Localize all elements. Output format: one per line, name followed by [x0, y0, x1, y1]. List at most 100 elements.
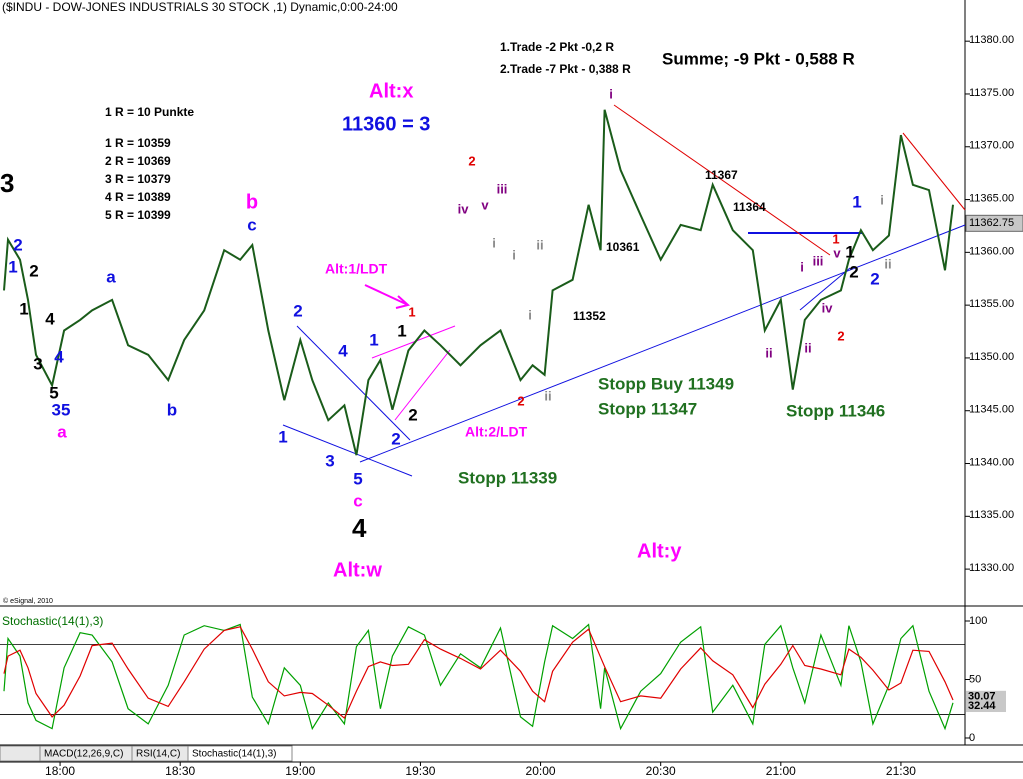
- indicator-label: Stochastic(14(1),3): [2, 614, 103, 628]
- wave-label: iii: [497, 181, 508, 196]
- annotation: 1 R = 10359: [105, 136, 171, 150]
- copyright: © eSignal, 2010: [3, 597, 53, 605]
- tab[interactable]: [187, 745, 293, 762]
- wave-label: v: [833, 245, 841, 260]
- annotation: Stopp 11347: [598, 399, 697, 418]
- annotation: Alt:y: [637, 540, 682, 562]
- wave-label: 1: [408, 304, 415, 319]
- trend-line: [613, 104, 831, 256]
- wave-label: 2: [517, 393, 524, 408]
- tab-bar: MACD(12,26,9,C) RSI(14,C) Stochastic(14(…: [0, 745, 293, 762]
- annotation: Stopp 11339: [458, 468, 557, 487]
- wave-label: b: [246, 191, 258, 213]
- y-tick-label: 11345.00: [969, 404, 1014, 416]
- wave-labels: 2 1 2 1 4 3 4 5 35 a a b b c 2 4 1 3 5 c…: [8, 86, 891, 510]
- wave-label: iv: [822, 300, 834, 315]
- wave-label: 1: [832, 231, 839, 246]
- annotation: 4: [352, 513, 367, 543]
- wave-label: i: [492, 235, 496, 250]
- wave-label: 5: [353, 469, 362, 488]
- y-tick-label: 11330.00: [969, 562, 1014, 574]
- wave-label: 5: [49, 383, 58, 402]
- value-box: [966, 690, 1006, 703]
- y-tick-label: 50: [969, 673, 981, 685]
- tab-label[interactable]: RSI(14,C): [136, 749, 180, 760]
- price-box: [965, 214, 1023, 232]
- wave-label: 1: [845, 242, 854, 261]
- annotation: 11352: [573, 309, 606, 323]
- series-line: [3, 626, 954, 720]
- y-tick-label: 11335.00: [969, 509, 1014, 521]
- y-tick-label: 11375.00: [969, 87, 1014, 99]
- annotation: 2.Trade -7 Pkt - 0,388 R: [500, 62, 631, 76]
- wave-label: 2: [837, 328, 844, 343]
- annotation: Stopp Buy 11349: [598, 374, 734, 393]
- value-box: [966, 700, 1006, 713]
- wave-label: ii: [536, 237, 543, 252]
- wave-label: 2: [391, 429, 400, 448]
- x-tick-label: 19:30: [405, 764, 435, 778]
- wave-label: i: [800, 259, 804, 274]
- wave-label: 2: [870, 269, 879, 288]
- last-price: 11362.75: [969, 217, 1014, 229]
- trend-line: [394, 349, 451, 421]
- annotation: 3 R = 10379: [105, 172, 171, 186]
- trend-line: [799, 267, 851, 311]
- annotation: Stopp 11346: [786, 401, 885, 420]
- tab-label[interactable]: Stochastic(14(1),3): [192, 749, 276, 760]
- wave-label: i: [528, 307, 532, 322]
- wave-label: ii: [884, 256, 891, 271]
- x-tick-label: 21:00: [766, 764, 796, 778]
- y-tick-label: 11350.00: [969, 351, 1014, 363]
- x-tick-label: 18:00: [45, 764, 75, 778]
- wave-label: 2: [13, 235, 22, 254]
- trend-line: [902, 132, 966, 211]
- series-line: [3, 109, 954, 456]
- y-tick-label: 0: [969, 732, 975, 744]
- wave-label: iv: [458, 201, 470, 216]
- last-value: 30.07: [968, 691, 996, 703]
- wave-label: 1: [397, 321, 406, 340]
- wave-label: 3: [325, 451, 334, 470]
- wave-label: a: [106, 267, 116, 286]
- wave-label: 1: [852, 192, 861, 211]
- annotations: 1.Trade -2 Pkt -0,2 R 2.Trade -7 Pkt - 0…: [0, 40, 885, 581]
- x-tick-label: 20:30: [646, 764, 676, 778]
- trend-line: [296, 325, 411, 441]
- wave-label: i: [512, 247, 516, 262]
- wave-label: ii: [765, 345, 772, 360]
- wave-label: c: [353, 491, 362, 510]
- annotation: 10361: [606, 240, 640, 254]
- y-tick-label: 100: [969, 615, 987, 627]
- wave-label: 2: [849, 262, 858, 281]
- series-line: [3, 623, 954, 731]
- wave-label: ii: [544, 388, 551, 403]
- tab-label[interactable]: MACD(12,26,9,C): [44, 749, 123, 760]
- arrow: [364, 284, 411, 309]
- wave-label: 1: [19, 299, 28, 318]
- annotation: Summe; -9 Pkt - 0,588 R: [662, 49, 855, 68]
- x-tick-label: 18:30: [165, 764, 195, 778]
- x-tick-label: 19:00: [285, 764, 315, 778]
- wave-label: iii: [813, 253, 824, 268]
- trend-line: [371, 325, 456, 359]
- y-tick-label: 11370.00: [969, 140, 1014, 152]
- y-tick-label: 11340.00: [969, 456, 1014, 468]
- x-tick-label: 20:00: [526, 764, 556, 778]
- wave-label: c: [247, 215, 256, 234]
- wave-label: 35: [52, 400, 71, 419]
- wave-label: i: [609, 86, 613, 101]
- last-value: 32.44: [968, 700, 996, 712]
- annotation: 1.Trade -2 Pkt -0,2 R: [500, 40, 614, 54]
- annotation: 11360 = 3: [342, 113, 430, 135]
- annotation: 4 R = 10389: [105, 190, 171, 204]
- wave-label: b: [167, 400, 177, 419]
- annotation: Alt:x: [369, 80, 413, 102]
- wave-label: 1: [278, 427, 287, 446]
- y-tick-label: 11380.00: [969, 34, 1014, 46]
- annotation: 3: [0, 168, 14, 198]
- scroll-buttons[interactable]: [0, 745, 41, 762]
- trend-line: [282, 424, 413, 477]
